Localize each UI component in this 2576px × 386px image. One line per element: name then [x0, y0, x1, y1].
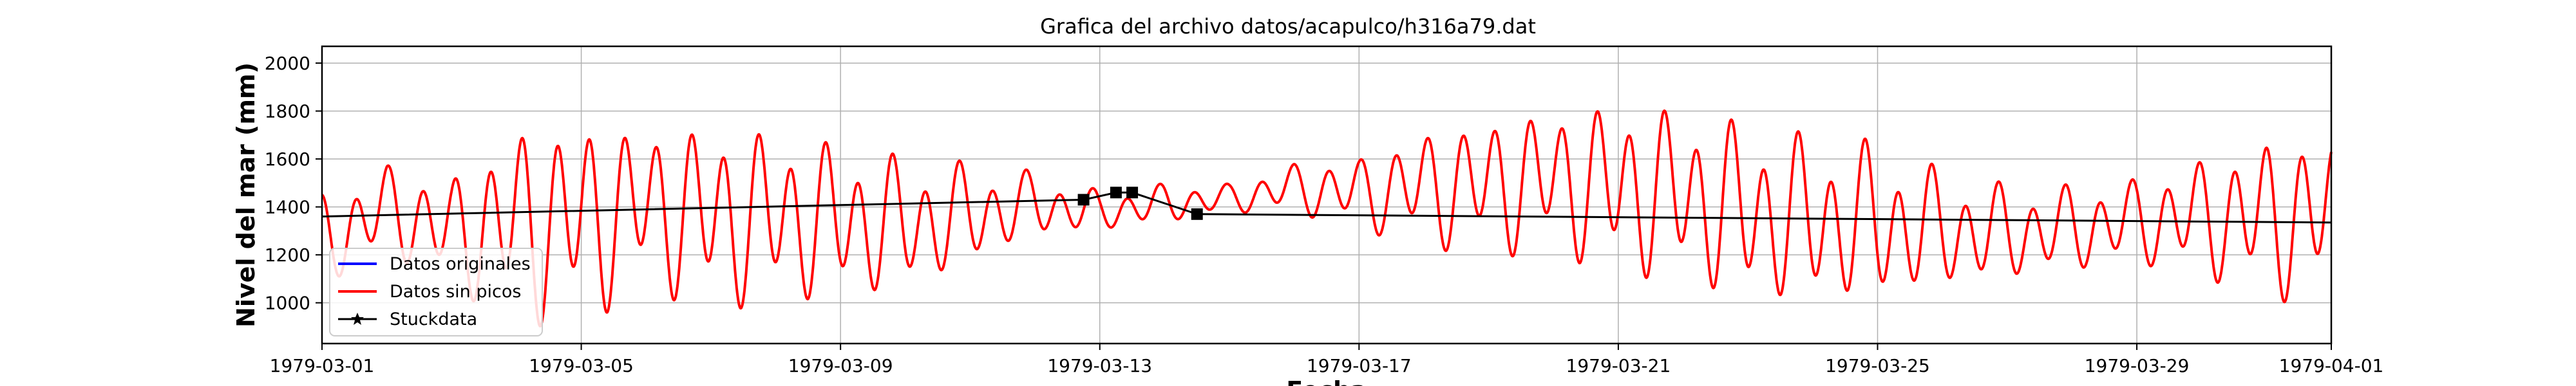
stuckdata-marker: [1191, 208, 1203, 220]
x-tick-label: 1979-03-17: [1307, 355, 1412, 376]
y-tick-label: 2000: [265, 53, 310, 74]
legend-box: [329, 248, 543, 336]
stuckdata-marker: [1077, 194, 1090, 206]
stuckdata-marker: [1126, 187, 1139, 199]
legend-label-datos-originales: Datos originales: [390, 254, 531, 274]
plot-series: [321, 109, 2333, 328]
legend-label-datos-sin-picos: Datos sin picos: [390, 282, 521, 302]
x-tick-label: 1979-04-01: [2279, 355, 2384, 376]
y-axis-label: Nivel del mar (mm): [232, 62, 260, 327]
plot-frame: [321, 45, 2333, 345]
stuckdata-marker: [1110, 187, 1122, 199]
series-stuckdata: [321, 191, 2332, 224]
legend-marker-stuckdata: [351, 313, 364, 325]
x-tick-label: 1979-03-13: [1047, 355, 1152, 376]
x-tick-label: 1979-03-21: [1566, 355, 1671, 376]
x-tick-label: 1979-03-29: [2085, 355, 2190, 376]
legend-label-stuckdata: Stuckdata: [390, 309, 477, 329]
grid: [321, 46, 2332, 344]
x-axis: 1979-03-01 1979-03-05 1979-03-09 1979-03-13…: [270, 344, 2384, 376]
y-tick-label: 1000: [265, 293, 310, 314]
y-tick-label: 1600: [265, 149, 310, 170]
chart-title: Grafica del archivo datos/acapulco/h316a…: [1040, 14, 1536, 39]
y-tick-label: 1800: [265, 101, 310, 122]
y-tick-label: 1400: [265, 197, 310, 218]
x-axis-label: Fecha: [1286, 376, 1367, 386]
y-axis: 1000 1200 1400 1600 1800 2000: [265, 53, 322, 314]
y-tick-label: 1200: [265, 244, 310, 266]
series-datos-sin-picos: [321, 109, 2333, 328]
x-tick-label: 1979-03-01: [270, 355, 375, 376]
x-tick-label: 1979-03-09: [788, 355, 893, 376]
x-tick-label: 1979-03-05: [529, 355, 634, 376]
legend: Datos originales Datos sin picos Stuckda…: [329, 248, 543, 336]
x-tick-label: 1979-03-25: [1825, 355, 1930, 376]
